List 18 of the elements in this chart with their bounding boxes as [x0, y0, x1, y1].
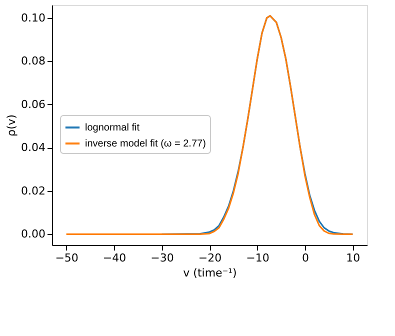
x-tick-label: −30: [150, 252, 174, 264]
x-axis-title: v (time⁻¹): [183, 266, 237, 280]
y-axis-title: ρ(v): [5, 114, 18, 137]
legend-label: inverse model fit (ω = 2.77): [85, 138, 206, 150]
y-tick-label: 0.08: [21, 54, 46, 68]
x-tick-label: −10: [246, 252, 270, 264]
legend-label: lognormal fit: [85, 122, 140, 134]
y-tick-label: 0.04: [21, 141, 46, 154]
x-tick-label: −40: [102, 252, 126, 264]
x-tick-label: −20: [198, 252, 222, 264]
x-tick-label: 0: [302, 252, 309, 264]
y-tick-label: 0.02: [21, 184, 46, 198]
x-tick-label: −50: [55, 252, 78, 264]
y-tick-label: 0.10: [21, 11, 46, 24]
line-series: [66, 15, 354, 235]
x-tick-label: 10: [346, 252, 360, 264]
y-tick-label: 0.06: [21, 98, 46, 111]
y-tick-label: 0.00: [21, 228, 46, 241]
